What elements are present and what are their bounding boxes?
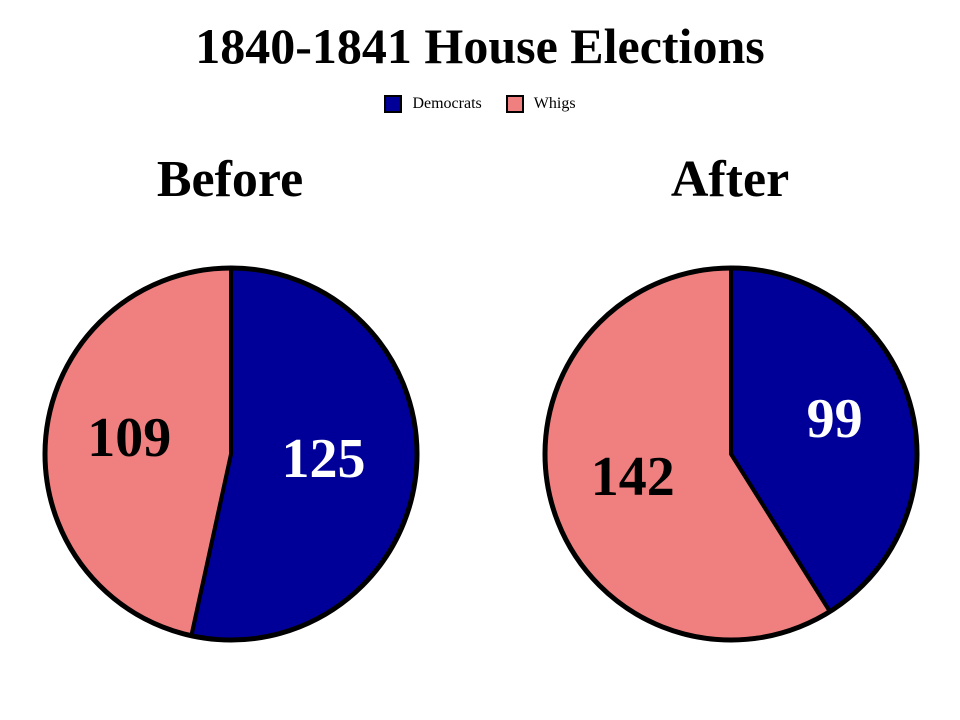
slice-label-before-democrats: 125 bbox=[281, 428, 365, 490]
legend-label-whigs: Whigs bbox=[533, 95, 576, 112]
slice-label-after-democrats: 99 bbox=[807, 388, 863, 450]
slice-label-before-whigs: 109 bbox=[87, 407, 171, 469]
panel-title-before: Before bbox=[156, 151, 304, 208]
pie-after: 99 142 bbox=[542, 265, 920, 643]
legend-label-democrats: Democrats bbox=[412, 95, 482, 112]
slice-label-after-whigs: 142 bbox=[591, 446, 675, 508]
pie-before: 125 109 bbox=[42, 265, 420, 643]
legend-item-whigs: Whigs bbox=[505, 95, 576, 113]
legend: Democrats Whigs bbox=[0, 92, 960, 116]
panel-title-after: After bbox=[670, 151, 790, 208]
pie-outline-before bbox=[42, 265, 420, 643]
chart-title: 1840-1841 House Elections bbox=[195, 18, 765, 74]
legend-item-democrats: Democrats bbox=[384, 95, 482, 113]
legend-swatch-whigs bbox=[505, 95, 524, 113]
legend-swatch-democrats bbox=[384, 95, 403, 113]
pie-outline-after bbox=[542, 265, 920, 643]
